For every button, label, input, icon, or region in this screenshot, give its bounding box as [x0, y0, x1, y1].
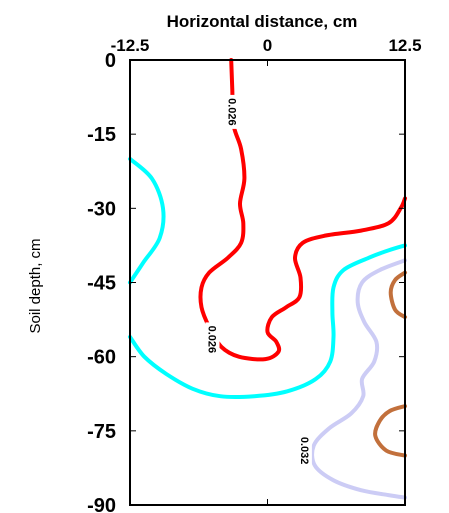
- contour-line-unlabeled-1: [128, 156, 166, 285]
- y-tick-label: -90: [87, 495, 116, 513]
- y-axis-label: Soil depth, cm: [27, 238, 44, 333]
- contour-label-text: 0.032: [298, 437, 310, 465]
- contour-line-unlabeled-5: [373, 404, 407, 458]
- y-tick-label: 0: [105, 50, 116, 72]
- contour-label-background: [297, 433, 312, 468]
- contour-label-0.026: 0.026: [225, 94, 240, 129]
- y-tick-label: -60: [87, 347, 116, 369]
- contour-label-text: 0.026: [206, 326, 218, 354]
- contour-line-unlabeled-4: [388, 270, 407, 320]
- y-tick-label: -30: [87, 198, 116, 220]
- y-tick-label: -15: [87, 124, 116, 146]
- x-tick-label: -12.5: [111, 36, 150, 55]
- contour-line-0.026: [198, 58, 407, 362]
- contour-label-background: [225, 94, 240, 129]
- x-tick-label: 12.5: [388, 36, 421, 55]
- contour-label-0.032: 0.032: [297, 433, 312, 468]
- contour-lines: [128, 58, 407, 500]
- contour-label-background: [205, 322, 220, 357]
- chart-title: Horizontal distance, cm: [167, 12, 358, 31]
- contour-labels: 0.026 0.026 0.032: [205, 94, 312, 468]
- axes: -12.5 0 12.50-15-30-45-60-75-90: [87, 36, 421, 513]
- contour-label-text: 0.026: [225, 98, 237, 126]
- y-tick-label: -75: [87, 421, 116, 443]
- contour-line-0.032: [310, 258, 407, 500]
- y-tick-label: -45: [87, 273, 116, 295]
- x-tick-label: 0: [263, 36, 272, 55]
- contour-label-0.026: 0.026: [205, 322, 220, 357]
- contour-line-unlabeled-2: [128, 243, 407, 399]
